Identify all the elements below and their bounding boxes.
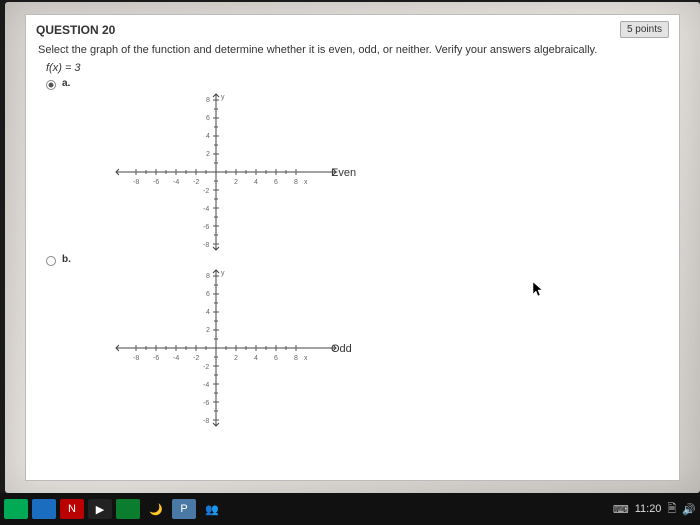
question-prompt: Select the graph of the function and det… bbox=[26, 42, 679, 60]
graph-a-block: -8 -6 -4 -2 2 4 6 8 x 8 6 4 2 -2 -4 -6 -8 y bbox=[106, 92, 679, 252]
svg-text:-2: -2 bbox=[203, 188, 209, 195]
svg-text:x: x bbox=[304, 179, 308, 186]
svg-text:6: 6 bbox=[274, 355, 278, 362]
svg-text:8: 8 bbox=[294, 355, 298, 362]
svg-text:-4: -4 bbox=[173, 179, 179, 186]
xbox-icon[interactable] bbox=[116, 499, 140, 519]
netflix-icon[interactable]: N bbox=[60, 499, 84, 519]
svg-text:2: 2 bbox=[234, 179, 238, 186]
svg-text:-2: -2 bbox=[203, 364, 209, 371]
svg-text:-6: -6 bbox=[203, 400, 209, 407]
svg-text:8: 8 bbox=[294, 179, 298, 186]
svg-text:2: 2 bbox=[234, 355, 238, 362]
svg-text:-8: -8 bbox=[133, 179, 139, 186]
taskbar[interactable]: N ▶ 🌙 P 👥 ⌨ 11:20 🗎 🔊 bbox=[0, 493, 700, 525]
svg-text:x: x bbox=[304, 355, 308, 362]
function-expression: f(x) = 3 bbox=[26, 60, 679, 76]
svg-text:-4: -4 bbox=[203, 206, 209, 213]
svg-text:y: y bbox=[221, 270, 225, 277]
svg-text:4: 4 bbox=[254, 355, 258, 362]
svg-text:4: 4 bbox=[206, 133, 210, 140]
svg-text:4: 4 bbox=[206, 309, 210, 316]
taskbar-left: N ▶ 🌙 P 👥 bbox=[4, 499, 224, 519]
svg-text:-6: -6 bbox=[203, 224, 209, 231]
keyboard-icon[interactable]: ⌨ bbox=[613, 503, 629, 516]
start-icon[interactable] bbox=[4, 499, 28, 519]
edge-icon[interactable] bbox=[32, 499, 56, 519]
svg-text:6: 6 bbox=[206, 115, 210, 122]
graph-b: -8 -6 -4 -2 2 4 6 8 x 8 6 4 2 -2 -4 -6 -8 y bbox=[106, 268, 366, 428]
svg-text:8: 8 bbox=[206, 273, 210, 280]
svg-text:6: 6 bbox=[206, 291, 210, 298]
question-header: QUESTION 20 5 points bbox=[26, 15, 679, 42]
graph-a: -8 -6 -4 -2 2 4 6 8 x 8 6 4 2 -2 -4 -6 -8 y bbox=[106, 92, 366, 252]
svg-text:-4: -4 bbox=[173, 355, 179, 362]
svg-text:6: 6 bbox=[274, 179, 278, 186]
taskbar-right: ⌨ 11:20 🗎 🔊 bbox=[613, 500, 696, 519]
svg-text:-2: -2 bbox=[193, 355, 199, 362]
svg-text:-6: -6 bbox=[153, 179, 159, 186]
tray-sound-icon[interactable]: 🔊 bbox=[682, 503, 696, 516]
radio-a[interactable] bbox=[46, 80, 56, 90]
svg-text:2: 2 bbox=[206, 151, 210, 158]
points-badge: 5 points bbox=[620, 21, 669, 38]
clock[interactable]: 11:20 bbox=[635, 503, 662, 515]
svg-text:y: y bbox=[221, 94, 225, 101]
svg-text:-6: -6 bbox=[153, 355, 159, 362]
youtube-icon[interactable]: ▶ bbox=[88, 499, 112, 519]
svg-text:8: 8 bbox=[206, 97, 210, 104]
svg-text:-8: -8 bbox=[203, 242, 209, 249]
option-b-label: b. bbox=[62, 254, 71, 265]
people-icon[interactable]: 👥 bbox=[200, 499, 224, 519]
svg-text:-8: -8 bbox=[133, 355, 139, 362]
photo-frame: QUESTION 20 5 points Select the graph of… bbox=[5, 2, 700, 493]
svg-text:2: 2 bbox=[206, 327, 210, 334]
quiz-panel: QUESTION 20 5 points Select the graph of… bbox=[25, 14, 680, 481]
option-a-label: a. bbox=[62, 78, 70, 89]
radio-b[interactable] bbox=[46, 256, 56, 266]
tray-doc-icon[interactable]: 🗎 bbox=[667, 500, 676, 519]
svg-text:-8: -8 bbox=[203, 418, 209, 425]
graph-b-block: -8 -6 -4 -2 2 4 6 8 x 8 6 4 2 -2 -4 -6 -8 y bbox=[106, 268, 679, 428]
option-b[interactable]: b. bbox=[26, 252, 679, 268]
question-title: QUESTION 20 bbox=[36, 23, 115, 37]
svg-text:-4: -4 bbox=[203, 382, 209, 389]
svg-text:-2: -2 bbox=[193, 179, 199, 186]
option-a[interactable]: a. bbox=[26, 76, 679, 92]
classification-a: Even bbox=[331, 167, 356, 179]
app-p-icon[interactable]: P bbox=[172, 499, 196, 519]
svg-text:4: 4 bbox=[254, 179, 258, 186]
moon-icon[interactable]: 🌙 bbox=[144, 499, 168, 519]
classification-b: Odd bbox=[331, 343, 352, 355]
